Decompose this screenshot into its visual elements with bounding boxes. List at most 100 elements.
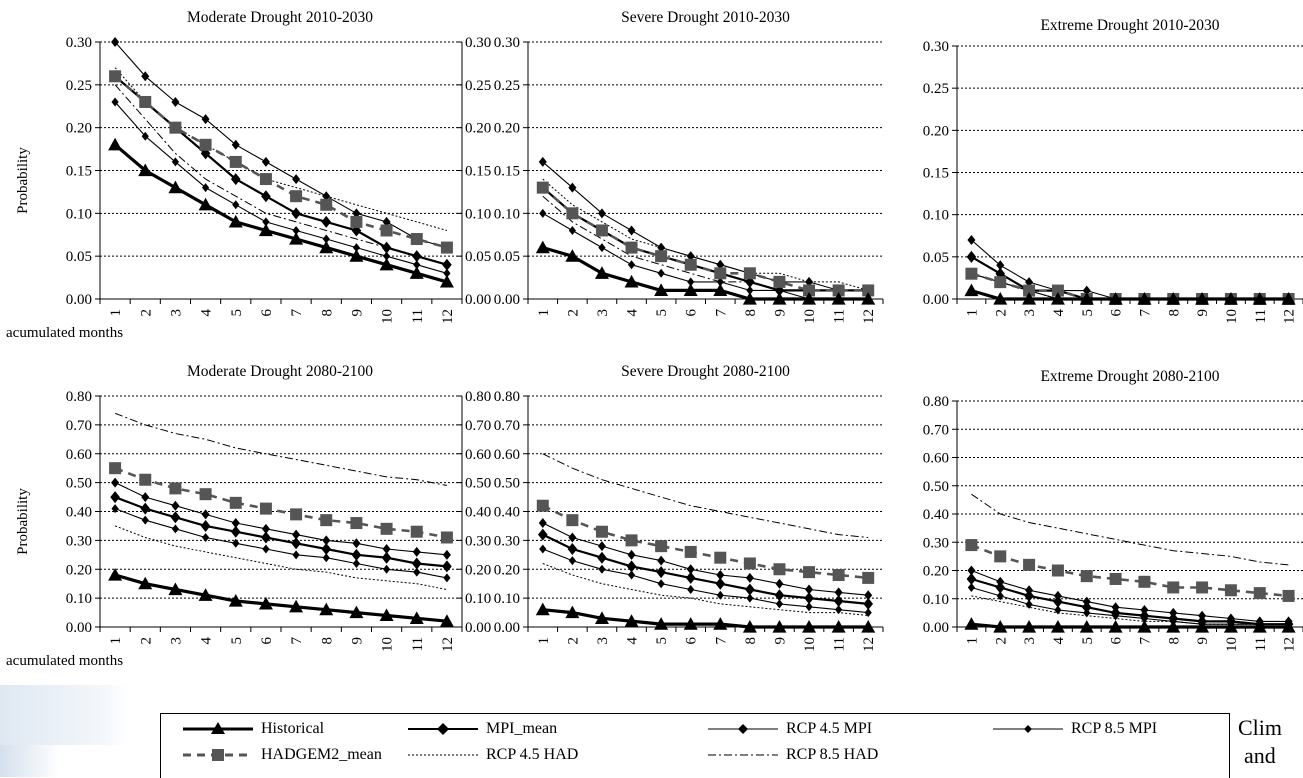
point-historical bbox=[439, 614, 454, 627]
y-tick-label: 0.10 bbox=[66, 591, 92, 607]
point-mpi_mean bbox=[321, 215, 332, 228]
point-historical bbox=[1079, 292, 1094, 305]
legend-swatch-mpi-mean bbox=[408, 723, 478, 735]
legend-label: RCP 8.5 HAD bbox=[786, 746, 879, 763]
point-had_mean bbox=[803, 284, 816, 297]
point-had_mean bbox=[259, 173, 272, 186]
point-rcp45mpi bbox=[538, 156, 547, 167]
x-tick-label: 11 bbox=[1253, 309, 1269, 323]
y-tick-label: 0.50 bbox=[494, 476, 520, 492]
point-mpi_mean bbox=[1110, 606, 1121, 619]
y-tick-label-secondary: 0.70 bbox=[465, 418, 491, 434]
point-mpi_mean bbox=[966, 250, 977, 263]
series-line-historical bbox=[971, 622, 1289, 629]
point-mpi_mean bbox=[1081, 601, 1092, 614]
point-rcp45mpi bbox=[231, 139, 240, 150]
x-tick-label: 9 bbox=[772, 637, 788, 645]
point-historical bbox=[1252, 292, 1267, 305]
point-historical bbox=[1195, 292, 1210, 305]
point-rcp45mpi bbox=[805, 276, 814, 287]
series-line-rcp85mpi bbox=[114, 101, 448, 274]
background-fade bbox=[0, 685, 130, 745]
x-tick-label: 8 bbox=[1166, 309, 1182, 317]
point-historical bbox=[1281, 292, 1296, 305]
point-historical bbox=[964, 617, 979, 630]
x-tick-label: 3 bbox=[595, 637, 611, 645]
point-historical bbox=[683, 617, 698, 630]
point-rcp45mpi bbox=[657, 555, 666, 566]
point-historical bbox=[683, 283, 698, 297]
point-had_mean bbox=[625, 241, 638, 254]
x-tick-label: 3 bbox=[168, 309, 184, 317]
x-tick-label: 4 bbox=[1051, 637, 1067, 645]
point-had_mean bbox=[139, 473, 152, 486]
point-had_mean bbox=[1196, 581, 1209, 594]
y-tick-label: 0.20 bbox=[66, 121, 92, 137]
y-axis-label: Probability bbox=[15, 488, 31, 555]
x-tick-label: 12 bbox=[1282, 637, 1298, 652]
x-tick-label: 1 bbox=[536, 309, 552, 317]
point-rcp45mpi bbox=[261, 523, 270, 534]
point-mpi_mean bbox=[966, 572, 977, 585]
point-had_mean bbox=[1023, 558, 1036, 571]
point-had_mean bbox=[566, 207, 579, 220]
x-tick-label: 10 bbox=[380, 637, 396, 652]
point-had_mean bbox=[380, 522, 393, 535]
x-tick-label: 11 bbox=[1253, 637, 1269, 651]
series-line-rcp45mpi bbox=[542, 161, 869, 291]
point-rcp45mpi bbox=[412, 546, 421, 557]
point-rcp85mpi bbox=[201, 183, 210, 193]
point-had_mean bbox=[773, 563, 786, 576]
point-had_mean bbox=[229, 155, 242, 168]
series-line-rcp45mpi bbox=[971, 239, 1289, 300]
y-tick-label: 0.05 bbox=[494, 249, 520, 265]
point-rcp85mpi bbox=[141, 515, 149, 525]
point-mpi_mean bbox=[442, 560, 452, 573]
point-rcp85mpi bbox=[716, 590, 724, 600]
series-line-mpi_mean bbox=[114, 496, 448, 568]
point-historical bbox=[565, 249, 580, 262]
point-historical bbox=[349, 249, 364, 262]
y-tick-label: 0.20 bbox=[494, 121, 520, 137]
y-axis-label: Probability bbox=[15, 147, 31, 214]
point-rcp45mpi bbox=[686, 251, 695, 262]
point-rcp45mpi bbox=[627, 549, 636, 560]
y-tick-label: 0.70 bbox=[66, 418, 92, 434]
legend-label: MPI_mean bbox=[486, 720, 558, 737]
y-tick-label: 0.80 bbox=[494, 389, 520, 405]
y-tick-label-secondary: 0.00 bbox=[465, 620, 491, 636]
point-historical bbox=[289, 232, 304, 245]
y-tick-label: 0.60 bbox=[494, 447, 520, 463]
legend-swatch-rcp85-had bbox=[708, 754, 778, 756]
point-had_mean bbox=[1023, 284, 1036, 297]
x-tick-label: 3 bbox=[168, 637, 184, 645]
point-had_mean bbox=[1051, 284, 1064, 297]
point-historical bbox=[228, 214, 243, 228]
series-line-had_mean bbox=[114, 75, 448, 249]
y-tick-label: 0.50 bbox=[66, 476, 92, 492]
x-tick-label: 12 bbox=[440, 309, 456, 324]
point-mpi_mean bbox=[381, 551, 392, 564]
point-rcp85mpi bbox=[322, 234, 330, 244]
point-had_mean bbox=[169, 121, 182, 134]
point-had_mean bbox=[714, 267, 727, 280]
y-tick-label-secondary: 0.20 bbox=[465, 121, 491, 137]
point-rcp85mpi bbox=[443, 268, 451, 278]
legend-label: RCP 4.5 MPI bbox=[786, 720, 873, 737]
point-mpi_mean bbox=[745, 275, 755, 288]
point-mpi_mean bbox=[833, 595, 844, 608]
x-tick-label: 5 bbox=[1080, 637, 1096, 645]
point-rcp45mpi bbox=[568, 182, 577, 193]
side-text-line-2: and bbox=[1244, 743, 1276, 768]
point-mpi_mean bbox=[110, 491, 120, 504]
series-line-had_mean bbox=[541, 186, 869, 292]
chart-title: Moderate Drought 2010-2030 bbox=[187, 9, 373, 26]
y-tick-label: 0.30 bbox=[923, 39, 949, 55]
y-tick-label: 0.30 bbox=[494, 35, 520, 51]
y-tick-label-secondary: 0.50 bbox=[465, 476, 491, 492]
point-had_mean bbox=[832, 284, 845, 297]
point-historical bbox=[624, 614, 639, 627]
point-rcp85mpi bbox=[443, 573, 451, 583]
point-historical bbox=[198, 588, 213, 601]
point-mpi_mean bbox=[656, 566, 666, 579]
